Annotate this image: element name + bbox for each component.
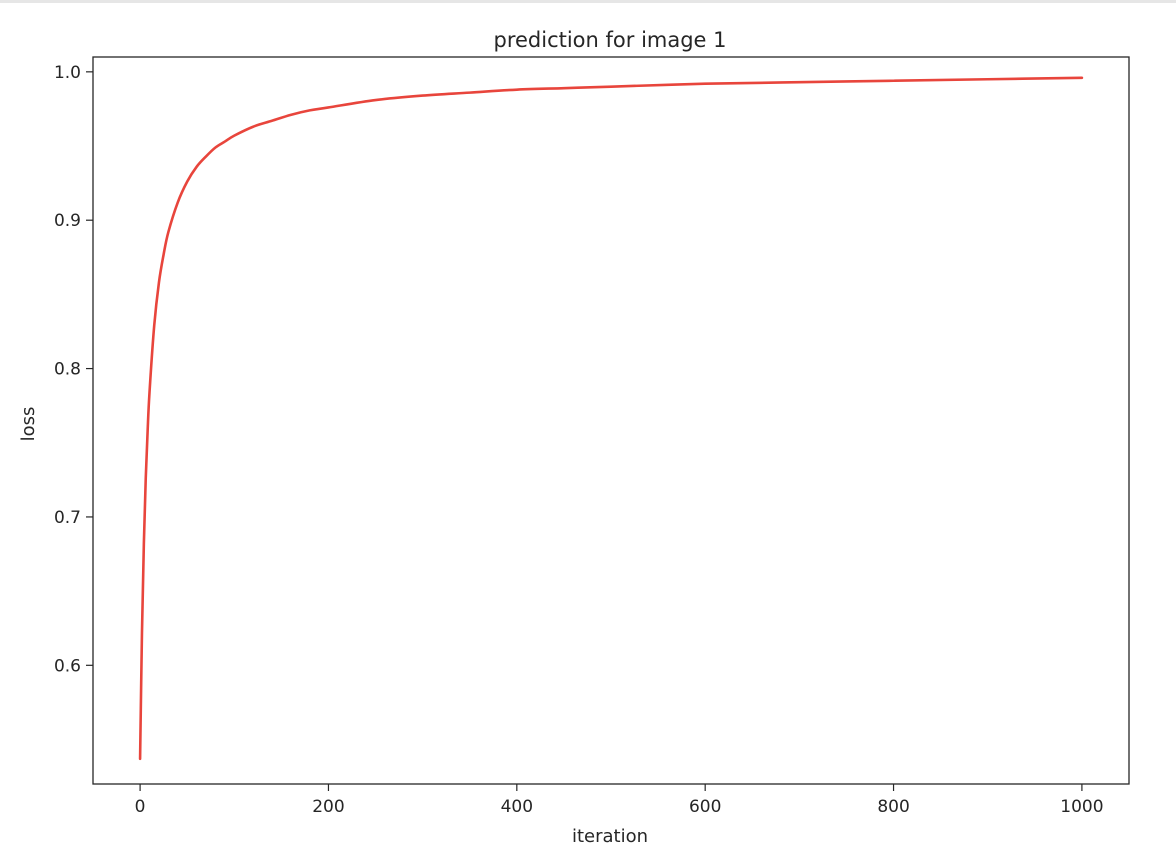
x-tick-label: 800 [877, 797, 909, 817]
plot-area-frame [92, 56, 1130, 785]
x-tick-label: 1000 [1060, 797, 1103, 817]
y-tick-label: 0.6 [54, 656, 81, 676]
x-axis: 0 200 400 600 800 1000 [135, 784, 1104, 817]
y-tick-label: 1.0 [54, 63, 81, 83]
x-tick-label: 200 [312, 797, 344, 817]
x-tick-label: 0 [135, 797, 146, 817]
chart-title: prediction for image 1 [493, 28, 726, 52]
top-rule [0, 0, 1176, 3]
x-axis-label: iteration [572, 826, 648, 847]
series-line-0 [138, 76, 1084, 761]
y-tick-label: 0.8 [54, 360, 81, 380]
x-tick-label: 400 [501, 797, 533, 817]
series-layer [138, 76, 1084, 761]
y-axis: 0.6 0.7 0.8 0.9 1.0 [54, 63, 93, 676]
x-tick-label: 600 [689, 797, 721, 817]
y-tick-label: 0.7 [54, 508, 81, 528]
y-tick-label: 0.9 [54, 211, 81, 231]
y-axis-label: loss [18, 407, 39, 442]
